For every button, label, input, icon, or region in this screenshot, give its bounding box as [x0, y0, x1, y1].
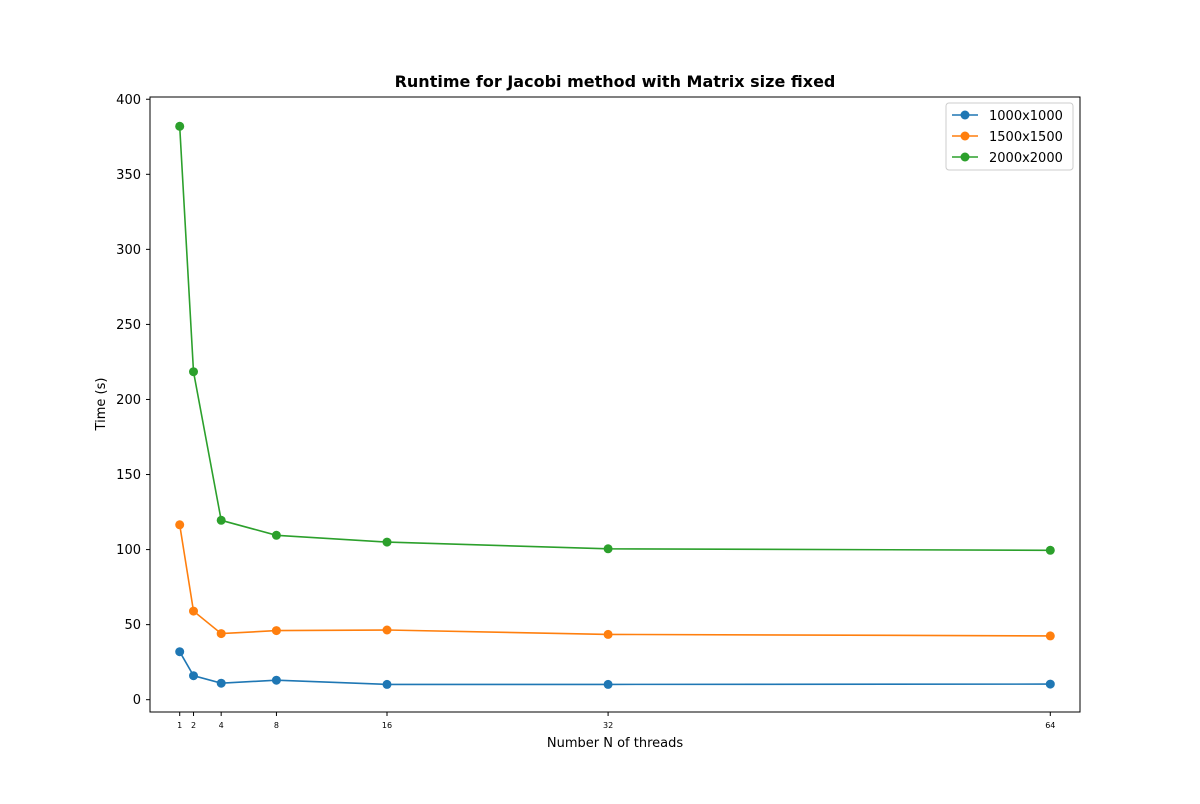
data-point-1500x1500-1	[175, 520, 185, 530]
series-line-2000x2000	[178, 126, 1051, 552]
y-tick-label: 300	[116, 243, 141, 258]
x-tick-label: 32	[603, 721, 613, 730]
y-axis-ticks: 0 50 100 150 200 250 300 350 400	[116, 93, 150, 708]
x-tick-label: 8	[274, 721, 279, 730]
data-point-2000x2000-2	[189, 367, 198, 377]
data-point-1000x1000-16	[382, 679, 392, 689]
legend-label: 1500x1500	[989, 130, 1063, 145]
legend-marker-2000x2000	[960, 152, 970, 162]
y-tick-label: 250	[116, 318, 141, 333]
legend-marker-1500x1500	[960, 131, 970, 141]
data-point-1000x1000-4	[216, 678, 226, 688]
chart-title: Runtime for Jacobi method with Matrix si…	[395, 72, 836, 91]
x-tick-label: 64	[1045, 721, 1055, 730]
plot-area	[175, 121, 1055, 689]
x-tick-label: 16	[382, 721, 392, 730]
axes-frame	[149, 96, 1081, 713]
data-point-2000x2000-4	[216, 515, 226, 525]
data-point-2000x2000-16	[382, 537, 392, 547]
legend-box	[945, 102, 1074, 171]
data-point-1000x1000-1	[175, 647, 185, 657]
y-tick-label: 100	[116, 543, 141, 558]
legend-marker-1000x1000	[960, 110, 970, 120]
data-point-2000x2000-1	[175, 121, 185, 131]
y-tick-label: 400	[116, 93, 141, 108]
legend-label: 2000x2000	[989, 151, 1063, 166]
data-point-1500x1500-8	[271, 626, 281, 636]
x-axis-ticks: 1 2 4 8 16 32 64	[177, 712, 1055, 730]
data-point-2000x2000-8	[271, 530, 281, 540]
y-tick-label: 350	[116, 168, 141, 183]
y-tick-label: 0	[133, 693, 141, 708]
data-point-1500x1500-4	[216, 629, 226, 639]
data-point-1000x1000-2	[189, 671, 198, 681]
x-axis-label: Number N of threads	[547, 736, 683, 751]
x-tick-label: 4	[219, 721, 224, 730]
y-axis-label: Time (s)	[94, 378, 109, 432]
legend-label: 1000x1000	[989, 109, 1063, 124]
y-tick-label: 50	[124, 618, 141, 633]
data-point-1000x1000-32	[603, 679, 613, 689]
data-point-1500x1500-32	[603, 629, 613, 639]
y-tick-label: 200	[116, 393, 141, 408]
x-tick-label: 2	[191, 721, 196, 730]
data-point-1000x1000-64	[1045, 679, 1055, 689]
series-line-1500x1500	[178, 524, 1051, 637]
data-point-1500x1500-2	[189, 606, 198, 616]
data-point-1500x1500-64	[1045, 631, 1055, 641]
legend: 1000x1000 1500x1500 2000x2000	[945, 102, 1074, 171]
y-tick-label: 150	[116, 468, 141, 483]
data-point-2000x2000-32	[603, 544, 613, 554]
data-point-1000x1000-8	[271, 675, 281, 685]
x-tick-label: 1	[177, 721, 182, 730]
data-point-2000x2000-64	[1045, 545, 1055, 555]
series-line-1000x1000	[179, 651, 1051, 686]
data-point-1500x1500-16	[382, 625, 392, 635]
